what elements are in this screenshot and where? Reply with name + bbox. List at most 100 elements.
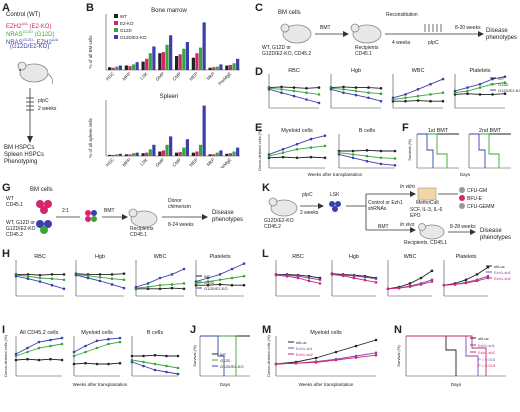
bm-bar (182, 48, 186, 70)
out-pheno: Phenotyping (4, 159, 38, 165)
spleen-bar (108, 154, 112, 156)
l-title: RBC (292, 254, 304, 260)
m-series-point (314, 356, 318, 360)
k-disease: Disease phenotypes (480, 228, 512, 241)
e-series-point (281, 148, 285, 151)
legend-label: G12D/E2-KO (120, 35, 147, 40)
i-series-point (49, 338, 52, 342)
l-series-point (464, 281, 468, 285)
spleen-bar (202, 105, 206, 156)
h-series-point (146, 282, 150, 285)
bm-ylabel: % of all BM cells (88, 35, 93, 69)
spleen-bar (115, 154, 119, 156)
h-series-point (170, 286, 174, 290)
l-series-point (453, 283, 457, 286)
e-series-point (351, 153, 355, 156)
e-title: B cells (359, 128, 375, 134)
n-legend-label: Ezh1-sh1 (478, 343, 496, 348)
f-title: 2nd BMT (479, 128, 502, 134)
d-series-point (280, 85, 283, 89)
i-ylabel: Donor-derived cells (%) (3, 334, 8, 376)
spleen-bar (124, 154, 128, 156)
bm-bar (236, 58, 240, 70)
e-series-point (351, 149, 355, 153)
h-series-point (98, 279, 102, 283)
legend-swatch (114, 14, 118, 18)
m-legend-label: shLuc (296, 340, 307, 345)
h-series-point (50, 273, 54, 276)
i-series-point (14, 358, 18, 362)
i-series-point (176, 366, 180, 370)
h-series-point (110, 277, 114, 281)
d-series-point (379, 99, 383, 103)
l-series-point (486, 265, 490, 269)
i-series-point (130, 358, 134, 362)
spleen-bar (198, 144, 203, 156)
e-series-point (323, 156, 327, 160)
bm-tick: HSC (105, 71, 116, 82)
i-series-point (49, 357, 52, 361)
h-series-point (26, 273, 30, 276)
k-weeks2: 8-28 weeks (450, 224, 476, 230)
l-series-point (307, 279, 311, 283)
d-series-point (453, 89, 457, 93)
d-series-point (478, 93, 482, 96)
spleen-bar (148, 149, 152, 156)
genotype-dko: NRASG12D; EZH2Δ/Δ (6, 37, 59, 46)
g-wt: WT CD45.1 (6, 196, 23, 208)
l-series-point (330, 273, 334, 276)
bm-bar (131, 64, 136, 70)
e-series-point (351, 156, 355, 160)
e-xlabel: Weeks after transplantation (308, 172, 363, 177)
bm-bar (185, 42, 189, 70)
d-series-point (478, 86, 482, 89)
h-series-point (206, 283, 210, 287)
m-series-point (354, 344, 358, 348)
h-legend-label: WT (204, 274, 211, 279)
h-title: RBC (34, 254, 46, 260)
l-series-point (475, 279, 479, 283)
bm-bar (158, 53, 162, 70)
h-series-point (14, 274, 18, 278)
e-series-point (379, 149, 383, 153)
bm-bar (145, 58, 149, 70)
e-series-point (323, 134, 327, 137)
out-spleen: Spleen HSPCs (4, 152, 45, 158)
d-series-point (305, 86, 308, 90)
e-series-point (295, 156, 299, 160)
m-series-point (314, 361, 318, 364)
panel-l-label: L (262, 248, 269, 260)
m-series-line (275, 339, 377, 365)
i-series-point (95, 339, 99, 343)
f-dko-curve (417, 133, 434, 168)
d-series-point (280, 91, 283, 94)
l-series-point (374, 281, 378, 284)
bm-bar (115, 66, 119, 70)
n-legend-label: shLuc (478, 336, 489, 341)
i-series-point (130, 360, 134, 364)
spleen-tick: CMP (171, 157, 182, 168)
h-series-point (122, 278, 126, 282)
j-legend-label: G12D (220, 358, 231, 363)
panel-b-charts: Bone marrow % of all BM cells HSC MPP LSK GMP… (88, 8, 240, 168)
l-series-point (419, 276, 423, 280)
panel-g-label: G (2, 182, 11, 194)
k-cfu-gm: CFU-GM (467, 188, 487, 194)
bm-bar (212, 67, 216, 70)
l-series-point (285, 274, 289, 278)
i-series-point (84, 350, 87, 354)
bm-bar (208, 67, 212, 70)
d-series-point (491, 93, 494, 96)
f-g12d-curve (417, 133, 448, 168)
i-series-point (84, 344, 87, 348)
i-series-point (26, 346, 29, 350)
e-series-point (393, 157, 397, 160)
j-ylabel: Survival (%) (192, 345, 197, 367)
l-series-point (307, 276, 311, 280)
i-series-point (37, 358, 41, 362)
g-bm: BM cells (30, 187, 53, 193)
d-title: Hgb (351, 68, 361, 74)
i-series-line (15, 337, 63, 355)
h-series-point (38, 280, 42, 283)
